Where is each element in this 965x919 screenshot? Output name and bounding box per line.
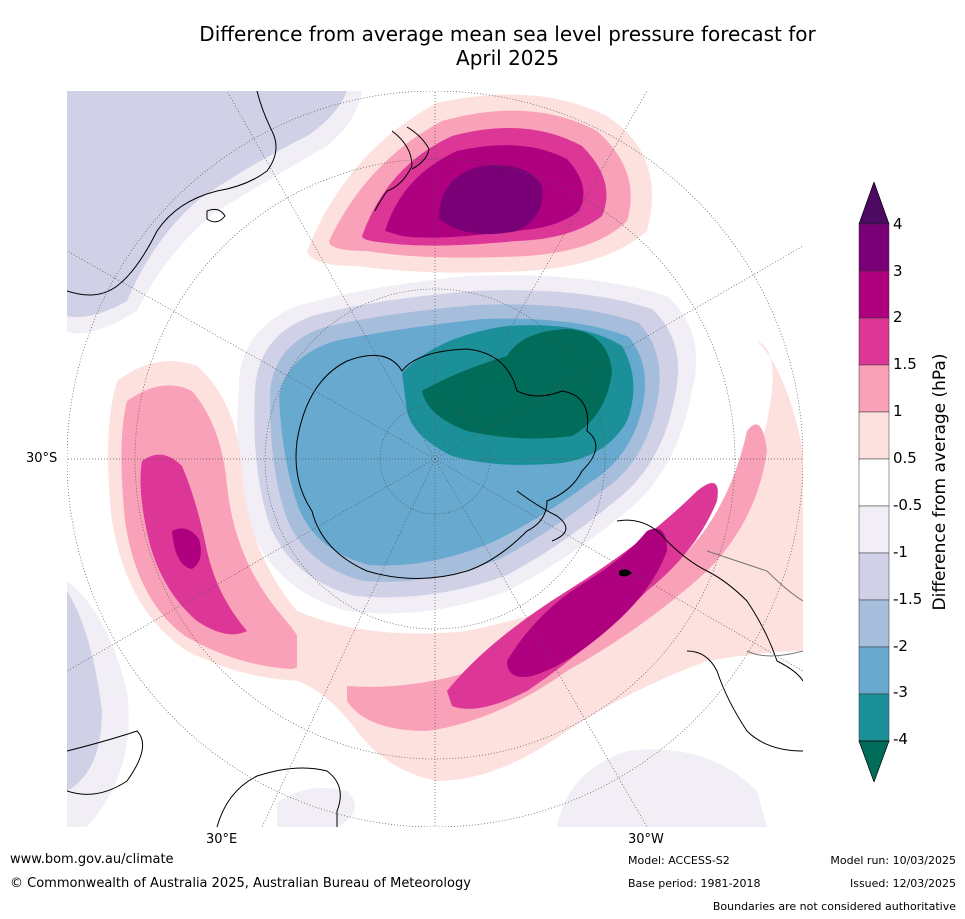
south-america-coastline bbox=[616, 519, 803, 752]
colorbar-segment bbox=[858, 364, 890, 413]
colorbar-tick: 1.5 bbox=[893, 355, 917, 373]
anomaly-neg-south-small bbox=[277, 787, 355, 827]
footer-url[interactable]: www.bom.gov.au/climate bbox=[10, 852, 174, 867]
footer-disclaimer: Boundaries are not considered authoritat… bbox=[712, 900, 956, 913]
colorbar-segment bbox=[858, 223, 890, 272]
anomaly-neg-south bbox=[557, 749, 767, 827]
colorbar-tick: 4 bbox=[893, 215, 903, 233]
anomaly-pos-south-ring bbox=[297, 341, 803, 781]
footer-base-period: Base period: 1981-2018 bbox=[628, 877, 761, 890]
lat-label-30s: 30°S bbox=[26, 451, 58, 466]
colorbar-tick: -2 bbox=[893, 637, 908, 655]
title-line-1: Difference from average mean sea level p… bbox=[199, 22, 816, 46]
lon-label-30w: 30°W bbox=[628, 832, 664, 847]
antarctica-coastline bbox=[295, 348, 597, 579]
colorbar-extend-top bbox=[858, 182, 890, 225]
polar-map bbox=[67, 91, 803, 827]
falklands-coast bbox=[619, 569, 632, 577]
colorbar-segment bbox=[858, 317, 890, 366]
anomaly-neg-southwest-core bbox=[67, 591, 102, 791]
colorbar-tick: -4 bbox=[893, 730, 908, 748]
anomaly-neg-australia-core bbox=[67, 91, 347, 317]
colorbar-tick: 1 bbox=[893, 402, 903, 420]
colorbar-segment bbox=[858, 505, 890, 554]
tasmania-coast bbox=[206, 208, 226, 223]
anomaly-pos-sa-3 bbox=[507, 528, 667, 677]
africa-coastline bbox=[216, 767, 341, 827]
map-title: Difference from average mean sea level p… bbox=[0, 22, 965, 70]
title-line-2: April 2025 bbox=[456, 46, 559, 70]
footer-model-run: Model run: 10/03/2025 bbox=[830, 854, 956, 867]
colorbar-segment bbox=[858, 693, 890, 742]
south-america-borders bbox=[706, 550, 803, 657]
anomaly-neg-antarctic-core bbox=[422, 329, 612, 439]
colorbar-tick: 2 bbox=[893, 308, 903, 326]
footer-issued: Issued: 12/03/2025 bbox=[849, 877, 956, 890]
colorbar-segment bbox=[858, 552, 890, 601]
colorbar-segment bbox=[858, 270, 890, 319]
colorbar bbox=[858, 182, 890, 782]
footer-copyright: © Commonwealth of Australia 2025, Austra… bbox=[10, 876, 471, 891]
colorbar-tick: 0.5 bbox=[893, 449, 917, 467]
colorbar-tick: -1 bbox=[893, 543, 908, 561]
colorbar-tick: 3 bbox=[893, 262, 903, 280]
colorbar-segment bbox=[858, 599, 890, 648]
antarctic-peninsula-coast bbox=[516, 490, 567, 542]
colorbar-extend-bottom bbox=[858, 740, 890, 782]
colorbar-segment bbox=[858, 458, 890, 507]
footer-model: Model: ACCESS-S2 bbox=[628, 854, 730, 867]
colorbar-tick: -1.5 bbox=[893, 590, 923, 608]
graticule bbox=[67, 91, 803, 827]
lon-label-30e: 30°E bbox=[206, 832, 238, 847]
colorbar-segment bbox=[858, 646, 890, 695]
australia-coastline bbox=[67, 91, 277, 296]
colorbar-tick: -0.5 bbox=[893, 496, 923, 514]
colorbar-title: Difference from average (hPa) bbox=[930, 353, 950, 611]
anomaly-pos-nz-4 bbox=[439, 165, 543, 235]
anomaly-pos-west-3 bbox=[172, 528, 201, 569]
colorbar-segment bbox=[858, 411, 890, 460]
new-zealand-coast bbox=[374, 126, 430, 212]
colorbar-tick: -3 bbox=[893, 683, 908, 701]
madagascar-coast bbox=[67, 730, 144, 795]
